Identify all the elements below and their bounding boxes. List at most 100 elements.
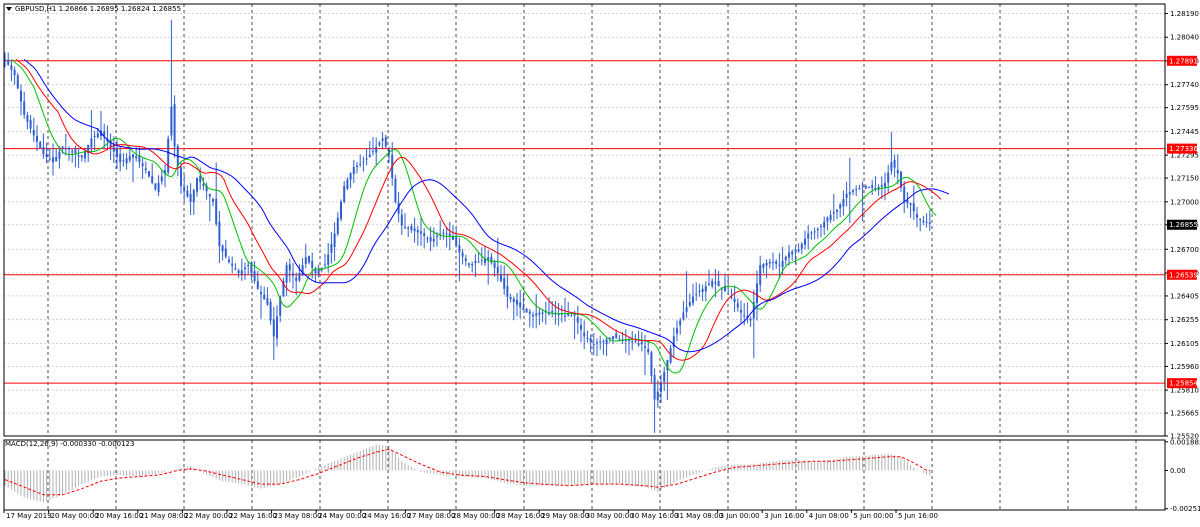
price-bar-body xyxy=(727,293,730,295)
price-bar-body xyxy=(103,131,106,136)
macd-y-tick-label: 0.00 xyxy=(1170,467,1186,475)
price-bar-body xyxy=(583,332,586,337)
y-tick-label: 1.25665 xyxy=(1170,410,1199,418)
price-bar-body xyxy=(154,183,157,190)
y-tick-label: 1.26105 xyxy=(1170,340,1199,348)
price-bar-body xyxy=(576,317,579,323)
price-bar-body xyxy=(797,249,800,252)
price-bar-body xyxy=(656,391,659,401)
price-bar-body xyxy=(333,233,336,247)
price-bar-body xyxy=(407,227,410,229)
price-bar-body xyxy=(512,298,515,303)
price-bar-body xyxy=(442,232,445,234)
price-bar-body xyxy=(96,133,99,138)
price-bar-body xyxy=(349,173,352,180)
moving-average-line xyxy=(15,59,942,361)
y-tick-label: 1.25520 xyxy=(1170,433,1199,441)
price-bar-body xyxy=(532,314,534,317)
price-bar-body xyxy=(208,193,211,197)
price-bar-body xyxy=(55,156,58,162)
price-bar-body xyxy=(740,310,742,313)
price-bar-body xyxy=(480,260,483,262)
price-bar-body xyxy=(493,262,496,268)
y-tick-label: 1.26405 xyxy=(1170,292,1199,300)
price-bar-body xyxy=(381,138,384,141)
price-bar-body xyxy=(295,277,298,281)
horizontal-levels[interactable] xyxy=(4,60,1165,384)
price-bar-body xyxy=(912,203,915,212)
chart-frame xyxy=(3,3,1166,511)
price-bar-body xyxy=(615,333,618,338)
price-bar-body xyxy=(160,176,163,182)
x-tick-label: 24 May 00:00 xyxy=(318,512,366,520)
y-tick-label: 1.27000 xyxy=(1170,198,1199,206)
x-tick-label: 5 Jun 00:00 xyxy=(853,512,893,520)
price-bar-body xyxy=(516,299,518,305)
price-bar-body xyxy=(868,187,870,189)
x-tick-label: 17 May 2019 xyxy=(6,512,52,520)
price-bar-body xyxy=(784,256,787,261)
price-bar-body xyxy=(864,185,867,189)
y-tick-label: 1.28190 xyxy=(1170,10,1199,18)
price-bar-body xyxy=(762,264,765,268)
price-bar-body xyxy=(16,75,19,89)
price-bar-body xyxy=(765,262,768,266)
moving-average-line xyxy=(11,59,937,374)
price-bar-body xyxy=(682,312,685,320)
level-price-tag xyxy=(1167,143,1197,154)
price-bar-body xyxy=(477,261,480,263)
price-bar-body xyxy=(832,212,835,214)
price-bar-body xyxy=(74,148,77,154)
price-bar-body xyxy=(717,280,720,287)
price-bar-body xyxy=(167,138,170,173)
price-bar-body xyxy=(292,273,294,276)
x-tick-label: 29 May 08:00 xyxy=(541,512,589,520)
price-bar-body xyxy=(416,229,419,233)
price-bar-body xyxy=(586,337,589,339)
current-price-label: 1.26855 xyxy=(1169,221,1198,229)
price-bar-body xyxy=(567,313,570,316)
price-bar-body xyxy=(426,238,429,240)
price-bar-body xyxy=(394,179,397,202)
price-bar-body xyxy=(122,160,125,162)
axes: 1.281901.280401.278901.277401.275951.274… xyxy=(3,10,1200,520)
triangle-down-icon[interactable] xyxy=(6,7,12,11)
price-bar-body xyxy=(413,228,416,232)
price-bar-body xyxy=(311,260,314,268)
x-tick-label: 5 Jun 16:00 xyxy=(898,512,938,520)
price-bar-body xyxy=(845,193,848,198)
price-bar-body xyxy=(356,165,358,167)
price-bar-body xyxy=(487,257,490,260)
x-tick-label: 30 May 16:00 xyxy=(630,512,678,520)
x-tick-label: 23 May 08:00 xyxy=(274,512,322,520)
price-bar-body xyxy=(730,296,733,298)
price-bar-body xyxy=(605,339,608,345)
macd-y-tick-label: -0.002516 xyxy=(1170,505,1200,513)
level-price-label: 1.27336 xyxy=(1169,145,1198,153)
price-bar-body xyxy=(10,65,13,70)
price-bar-body xyxy=(4,59,6,61)
price-bar-body xyxy=(135,156,138,159)
price-bar-body xyxy=(29,119,32,129)
price-bar-body xyxy=(538,312,541,315)
price-bar-body xyxy=(528,311,531,314)
price-bar-body xyxy=(301,265,304,276)
price-bar-body xyxy=(279,296,282,316)
price-bar-body xyxy=(224,248,227,257)
price-bar-body xyxy=(247,265,250,267)
price-bar-body xyxy=(93,135,96,137)
price-bar-body xyxy=(87,144,90,154)
x-tick-label: 4 Jun 08:00 xyxy=(809,512,849,520)
price-bar-body xyxy=(612,336,614,340)
price-bar-body xyxy=(676,328,678,334)
price-bar-body xyxy=(218,221,221,247)
price-bar-body xyxy=(375,146,378,153)
price-bar-body xyxy=(84,151,86,159)
price-bar-body xyxy=(580,325,582,330)
price-bar-body xyxy=(256,281,259,289)
x-tick-label: 3 Jun 00:00 xyxy=(720,512,760,520)
x-tick-label: 28 May 16:00 xyxy=(497,512,545,520)
x-tick-label: 24 May 16:00 xyxy=(363,512,411,520)
